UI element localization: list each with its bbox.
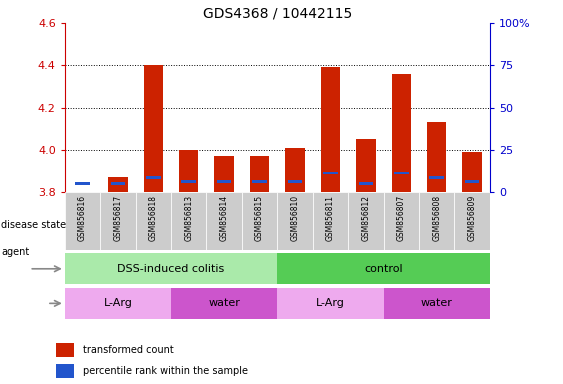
Text: percentile rank within the sample: percentile rank within the sample	[83, 366, 248, 376]
Text: control: control	[364, 264, 403, 274]
Text: transformed count: transformed count	[83, 345, 174, 355]
Text: GSM856808: GSM856808	[432, 195, 441, 241]
Title: GDS4368 / 10442115: GDS4368 / 10442115	[203, 7, 352, 20]
Bar	[356, 139, 376, 192]
Bar	[359, 182, 373, 185]
Text: GSM856812: GSM856812	[361, 195, 370, 241]
FancyBboxPatch shape	[278, 253, 490, 284]
FancyBboxPatch shape	[207, 192, 242, 250]
Text: L-Arg: L-Arg	[316, 298, 345, 308]
FancyBboxPatch shape	[171, 192, 207, 250]
Bar	[394, 172, 409, 174]
Bar	[252, 180, 267, 183]
Bar	[108, 177, 128, 192]
FancyBboxPatch shape	[65, 288, 171, 319]
Text: GSM856809: GSM856809	[468, 195, 477, 241]
Text: GSM856814: GSM856814	[220, 195, 229, 241]
Text: GSM856817: GSM856817	[113, 195, 122, 241]
FancyBboxPatch shape	[171, 288, 278, 319]
Text: GSM856810: GSM856810	[291, 195, 300, 241]
FancyBboxPatch shape	[312, 192, 348, 250]
FancyBboxPatch shape	[454, 192, 490, 250]
Bar	[430, 176, 444, 179]
Text: disease state: disease state	[1, 220, 66, 230]
Bar	[146, 176, 160, 179]
FancyBboxPatch shape	[383, 192, 419, 250]
Bar	[391, 74, 411, 192]
Bar	[427, 122, 446, 192]
FancyBboxPatch shape	[56, 364, 74, 378]
Text: GSM856816: GSM856816	[78, 195, 87, 241]
FancyBboxPatch shape	[278, 288, 383, 319]
Bar	[288, 180, 302, 183]
FancyBboxPatch shape	[65, 253, 278, 284]
Bar	[285, 148, 305, 192]
Bar	[250, 156, 269, 192]
Bar	[144, 65, 163, 192]
Text: GSM856813: GSM856813	[184, 195, 193, 241]
Text: GSM856818: GSM856818	[149, 195, 158, 241]
Bar	[215, 156, 234, 192]
FancyBboxPatch shape	[278, 192, 312, 250]
FancyBboxPatch shape	[100, 192, 136, 250]
Bar	[110, 182, 125, 185]
Text: GSM856815: GSM856815	[255, 195, 264, 241]
Text: GSM856811: GSM856811	[326, 195, 335, 241]
FancyBboxPatch shape	[65, 192, 100, 250]
Text: L-Arg: L-Arg	[104, 298, 132, 308]
Text: water: water	[208, 298, 240, 308]
FancyBboxPatch shape	[419, 192, 454, 250]
Bar	[217, 180, 231, 183]
Bar	[181, 180, 196, 183]
FancyBboxPatch shape	[242, 192, 278, 250]
FancyBboxPatch shape	[56, 343, 74, 357]
FancyBboxPatch shape	[383, 288, 490, 319]
Text: agent: agent	[1, 247, 29, 257]
FancyBboxPatch shape	[136, 192, 171, 250]
Bar	[179, 150, 199, 192]
Text: GSM856807: GSM856807	[397, 195, 406, 241]
Bar	[323, 172, 338, 174]
Text: water: water	[421, 298, 453, 308]
Bar	[465, 180, 480, 183]
Text: DSS-induced colitis: DSS-induced colitis	[118, 264, 225, 274]
FancyBboxPatch shape	[348, 192, 383, 250]
Bar	[321, 68, 340, 192]
Bar	[75, 182, 90, 185]
Bar	[462, 152, 482, 192]
